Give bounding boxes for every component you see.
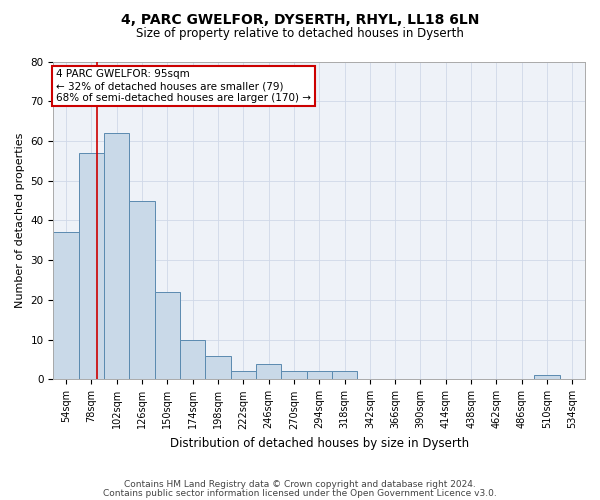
X-axis label: Distribution of detached houses by size in Dyserth: Distribution of detached houses by size … <box>170 437 469 450</box>
Text: Contains public sector information licensed under the Open Government Licence v3: Contains public sector information licen… <box>103 489 497 498</box>
Bar <box>180 340 205 380</box>
Bar <box>332 372 357 380</box>
Y-axis label: Number of detached properties: Number of detached properties <box>15 133 25 308</box>
Bar <box>104 133 130 380</box>
Bar <box>281 372 307 380</box>
Bar <box>307 372 332 380</box>
Bar <box>155 292 180 380</box>
Bar <box>79 153 104 380</box>
Bar <box>205 356 230 380</box>
Bar <box>130 200 155 380</box>
Text: 4 PARC GWELFOR: 95sqm
← 32% of detached houses are smaller (79)
68% of semi-deta: 4 PARC GWELFOR: 95sqm ← 32% of detached … <box>56 70 311 102</box>
Text: Size of property relative to detached houses in Dyserth: Size of property relative to detached ho… <box>136 28 464 40</box>
Text: Contains HM Land Registry data © Crown copyright and database right 2024.: Contains HM Land Registry data © Crown c… <box>124 480 476 489</box>
Bar <box>53 232 79 380</box>
Bar <box>535 376 560 380</box>
Text: 4, PARC GWELFOR, DYSERTH, RHYL, LL18 6LN: 4, PARC GWELFOR, DYSERTH, RHYL, LL18 6LN <box>121 12 479 26</box>
Bar <box>230 372 256 380</box>
Bar <box>256 364 281 380</box>
